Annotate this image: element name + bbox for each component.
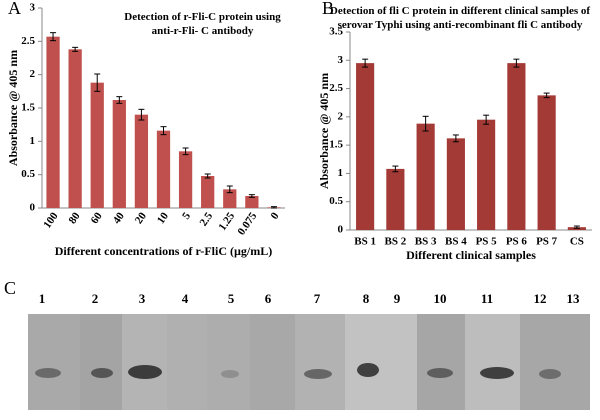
- bar: [477, 119, 496, 230]
- bar: [68, 49, 82, 209]
- y-tick-label: 2.5: [329, 82, 343, 94]
- y-tick-label: 1.5: [329, 139, 343, 151]
- y-tick-label: 0.5: [329, 195, 343, 207]
- bar: [223, 189, 237, 208]
- lane-label: 9: [394, 291, 401, 306]
- x-tick-label: 20: [133, 210, 149, 226]
- bar: [201, 176, 215, 208]
- x-tick-label: 10: [155, 210, 171, 226]
- y-tick-label: 3: [30, 2, 36, 14]
- y-tick-label: 2: [338, 110, 344, 122]
- x-tick-label: 2.5: [197, 210, 215, 229]
- y-tick-label: 2: [30, 68, 36, 80]
- x-tick-label: PS 6: [506, 236, 528, 248]
- x-tick-label: BS 4: [445, 236, 467, 248]
- bar: [112, 100, 126, 208]
- y-tick-label: 2.5: [21, 35, 35, 47]
- bar: [356, 63, 375, 230]
- y-axis-label: Absorbance @ 405 nm: [6, 50, 20, 166]
- x-tick-label: CS: [570, 236, 584, 248]
- x-tick-label: 100: [41, 210, 61, 231]
- lane-label: 12: [534, 291, 547, 306]
- lane-label: 13: [567, 291, 581, 306]
- chart-title: Detection of r-Fli-C protein using anti-…: [124, 11, 281, 37]
- x-tick-label: BS 3: [415, 236, 437, 248]
- lane-label: 5: [228, 291, 235, 306]
- y-tick-label: 0: [30, 202, 36, 214]
- y-tick-label: 0.5: [21, 168, 35, 180]
- lane-label: 6: [265, 291, 272, 306]
- y-tick-label: 1.5: [21, 102, 35, 114]
- x-tick-label: BS 2: [385, 236, 407, 248]
- bar: [46, 36, 60, 208]
- lane-label: 1: [39, 291, 46, 306]
- bar: [386, 168, 405, 230]
- blot-image: [28, 314, 590, 410]
- bar: [416, 123, 435, 230]
- x-tick-label: 1.25: [216, 210, 237, 233]
- y-tick-label: 1: [338, 167, 344, 179]
- x-tick-label: PS 7: [536, 236, 558, 248]
- y-tick-label: 3: [338, 54, 344, 66]
- lane-label: 4: [182, 291, 189, 306]
- bar: [446, 138, 465, 230]
- y-tick-label: 1: [30, 135, 36, 147]
- x-tick-label: BS 1: [354, 236, 376, 248]
- x-tick-label: 40: [111, 210, 127, 226]
- x-tick-label: 0.075: [235, 210, 259, 238]
- x-tick-label: 5: [180, 210, 193, 222]
- panel-label: C: [4, 278, 16, 298]
- bar: [156, 130, 171, 208]
- x-axis-label: Different clinical samples: [406, 248, 536, 262]
- bar: [90, 82, 104, 208]
- x-tick-label: 0: [269, 210, 282, 222]
- lane-label: 8: [363, 291, 370, 306]
- y-tick-label: 3.5: [329, 26, 343, 38]
- panel-label: A: [8, 0, 21, 18]
- x-tick-label: PS 5: [476, 236, 498, 248]
- lane-label: 2: [92, 291, 99, 306]
- y-tick-label: 0: [338, 224, 344, 236]
- panel-label: B: [322, 0, 334, 18]
- bar: [507, 63, 526, 230]
- bar: [537, 95, 556, 230]
- x-axis-label: Different concentrations of r-FliC (µg/m…: [55, 244, 273, 258]
- chart-title: Detection of fli C protein in different …: [329, 5, 591, 31]
- y-axis-label: Absorbance @ 405 nm: [317, 73, 331, 189]
- lane-label: 3: [139, 291, 146, 306]
- lane-label: 7: [314, 291, 321, 306]
- lane-label: 10: [434, 291, 447, 306]
- bar: [245, 196, 259, 208]
- bar: [178, 151, 193, 208]
- bar: [134, 114, 149, 208]
- x-tick-label: 80: [67, 210, 83, 226]
- lane-label: 11: [481, 291, 493, 306]
- x-tick-label: 60: [89, 210, 105, 226]
